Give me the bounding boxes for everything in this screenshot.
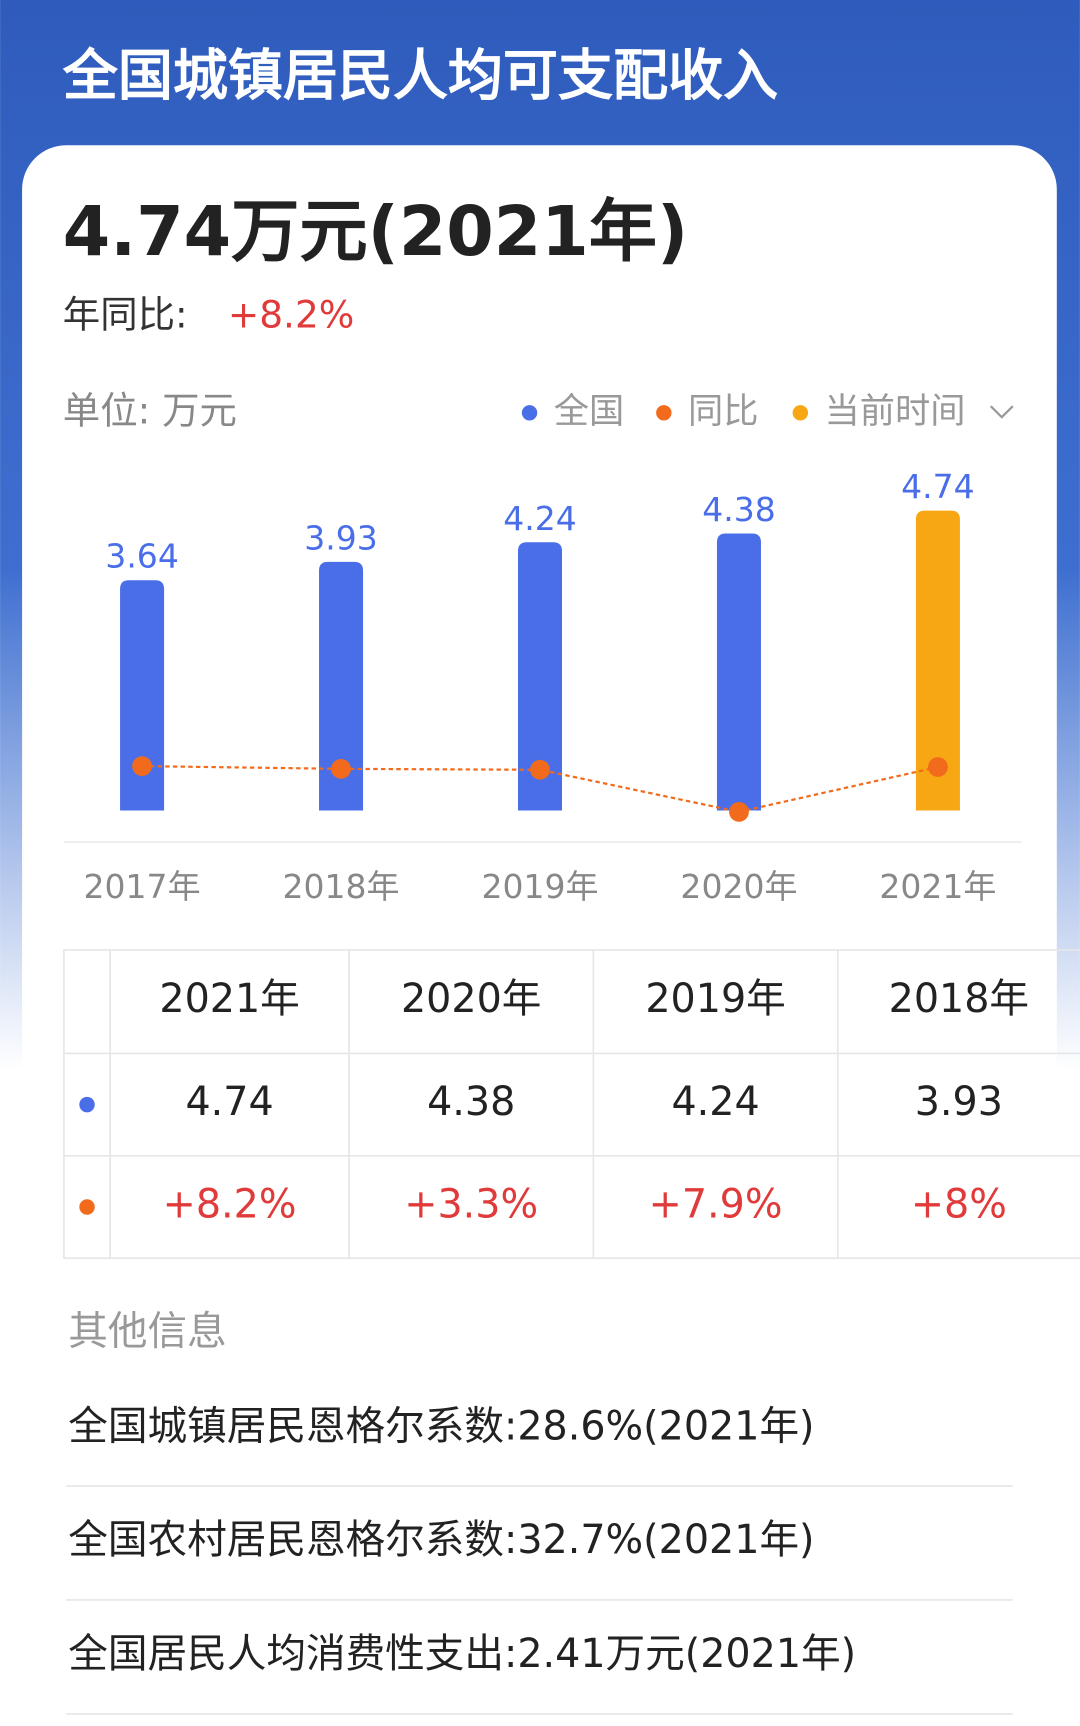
table-cell: 3.93 bbox=[915, 1079, 1003, 1125]
data-table: 2021年 2020年 2019年 2018年 4.74 4.38 4.24 3.93 +8.2… bbox=[63, 949, 1080, 1260]
bar-value-label: 4.38 bbox=[702, 490, 776, 529]
table-cell: 4.74 bbox=[185, 1079, 273, 1125]
legend-label: 当前时间 bbox=[825, 391, 966, 432]
x-tick-label: 2020年 bbox=[680, 867, 797, 906]
bar bbox=[716, 533, 761, 811]
yoy-point bbox=[331, 758, 351, 779]
x-tick-label: 2021年 bbox=[879, 867, 996, 906]
yoy-point bbox=[132, 756, 152, 777]
table-header: 2021年 bbox=[159, 976, 299, 1022]
info-item: 全国农村居民恩格尔系数:32.7%(2021年) bbox=[68, 1517, 814, 1563]
dropdown-chevron[interactable] bbox=[989, 405, 1014, 419]
table-cell: +8% bbox=[911, 1181, 1007, 1227]
legend-dot bbox=[656, 405, 672, 421]
other-info-title: 其他信息 bbox=[68, 1309, 226, 1355]
bar-value-label: 3.93 bbox=[304, 518, 378, 557]
table-header: 2020年 bbox=[401, 976, 541, 1022]
yoy-point bbox=[530, 759, 550, 780]
bar bbox=[915, 510, 960, 811]
row-icon bbox=[79, 1096, 95, 1113]
x-tick-label: 2019年 bbox=[481, 867, 598, 906]
table-header: 2018年 bbox=[889, 976, 1029, 1022]
chart: 全国 同比 当前时间 3.64 2017年 3.93 2018年 4.24 2019年 4.38 2… bbox=[84, 391, 997, 906]
card bbox=[22, 145, 1057, 1726]
table-cell: +8.2% bbox=[163, 1181, 297, 1227]
x-tick-label: 2017年 bbox=[84, 867, 201, 906]
bar bbox=[517, 542, 563, 811]
legend-dot bbox=[792, 405, 809, 421]
table-cell: 4.24 bbox=[671, 1079, 759, 1125]
row-icon bbox=[79, 1199, 95, 1215]
legend-label: 全国 bbox=[554, 391, 624, 432]
table-border bbox=[63, 949, 1080, 1260]
yoy-point bbox=[928, 757, 948, 777]
page-title: 全国城镇居民人均可支配收入 bbox=[62, 43, 778, 107]
bar bbox=[120, 580, 165, 811]
unit-label: 单位: 万元 bbox=[63, 388, 237, 432]
bar bbox=[319, 561, 364, 811]
yoy-line bbox=[142, 765, 939, 814]
info-item: 全国居民人均消费性支出:2.41万元(2021年) bbox=[68, 1631, 856, 1677]
legend-dot bbox=[521, 405, 538, 421]
table-cell: +3.3% bbox=[404, 1181, 538, 1227]
yoy-label: 年同比: bbox=[63, 293, 188, 337]
bar-value-label: 3.64 bbox=[105, 537, 179, 576]
bar-value-label: 4.74 bbox=[901, 467, 975, 506]
table-cell: +7.9% bbox=[649, 1181, 783, 1227]
yoy-value: +8.2% bbox=[228, 293, 354, 337]
yoy-point bbox=[729, 801, 749, 822]
x-tick-label: 2018年 bbox=[283, 867, 400, 906]
table-header: 2019年 bbox=[645, 976, 785, 1022]
info-item: 全国城镇居民恩格尔系数:28.6%(2021年) bbox=[68, 1403, 814, 1449]
bar-value-label: 4.24 bbox=[503, 499, 577, 538]
other-info: 全国城镇居民恩格尔系数:28.6%(2021年) 全国农村居民恩格尔系数:32.7… bbox=[66, 1403, 1013, 1715]
table-cell: 4.38 bbox=[427, 1079, 515, 1125]
summary-value: 4.74万元(2021年) bbox=[63, 193, 688, 272]
legend-label: 同比 bbox=[688, 391, 758, 432]
